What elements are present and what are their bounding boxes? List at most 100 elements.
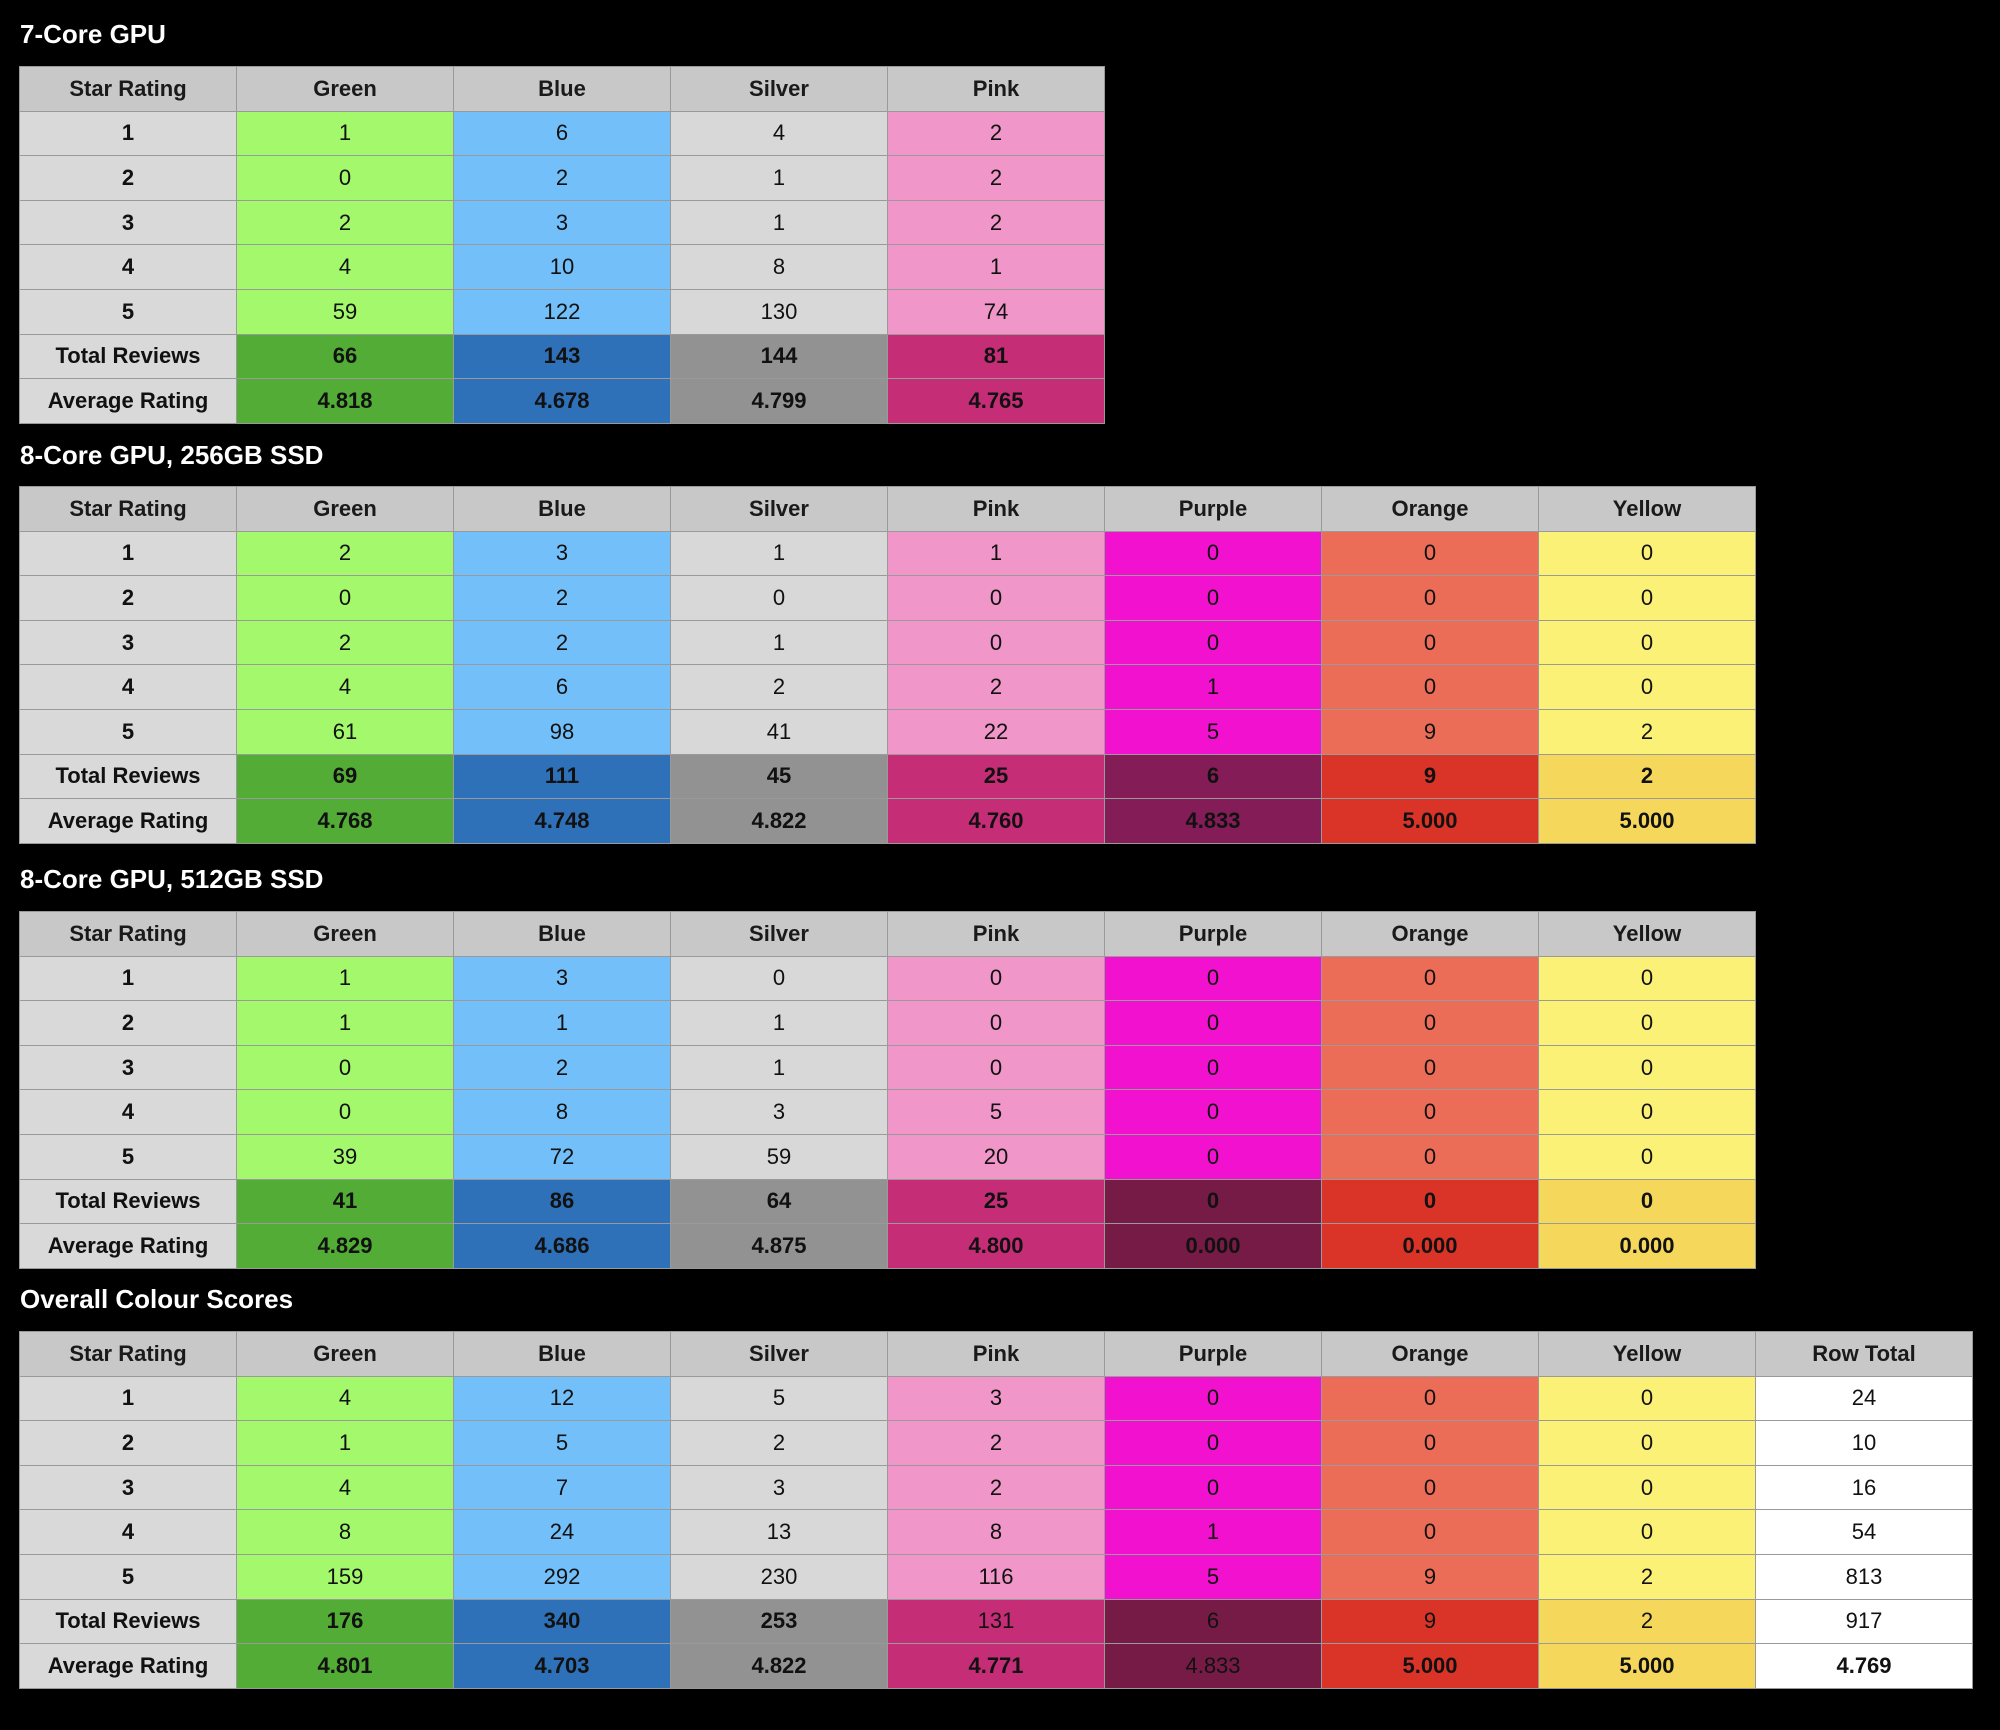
- cell-blue: 2: [453, 619, 671, 666]
- cell-yellow: 0: [1538, 1000, 1756, 1046]
- header-row: Star Rating Green Blue Silver Pink Purple Oran…: [19, 486, 1756, 532]
- column-header-blue: Blue: [453, 1331, 671, 1377]
- table-overall-colour-scores: Star Rating Green Blue Silver Pink Purple Oran…: [19, 1331, 1973, 1689]
- cell-blue: 111: [453, 753, 671, 800]
- row-label: 5: [19, 1553, 237, 1600]
- header-row: Star Rating Green Blue Silver Pink: [19, 66, 1105, 112]
- cell-silver: 130: [670, 288, 888, 335]
- row-label: 2: [19, 1420, 237, 1466]
- column-header-star-rating: Star Rating: [19, 66, 237, 112]
- column-header-pink: Pink: [887, 486, 1105, 532]
- total-reviews-row: Total Reviews 41 86 64 25 0 0 0: [19, 1178, 1756, 1225]
- row-label: 5: [19, 288, 237, 335]
- cell-purple: 6: [1104, 753, 1322, 800]
- cell-purple: 0: [1104, 1089, 1322, 1135]
- cell-blue: 2: [453, 575, 671, 621]
- cell-silver: 64: [670, 1178, 888, 1225]
- cell-row-total: 917: [1755, 1598, 1973, 1645]
- column-header-star-rating: Star Rating: [19, 486, 237, 532]
- cell-silver: 1: [670, 1000, 888, 1046]
- cell-silver: 4.799: [670, 378, 888, 424]
- row-label: 5: [19, 708, 237, 755]
- cell-blue: 4.703: [453, 1643, 671, 1689]
- cell-orange: 0: [1321, 575, 1539, 621]
- cell-purple: 4.833: [1104, 1643, 1322, 1689]
- cell-pink: 0: [887, 575, 1105, 621]
- cell-yellow: 0: [1538, 1464, 1756, 1511]
- cell-pink: 2: [887, 1464, 1105, 1511]
- cell-blue: 10: [453, 244, 671, 290]
- cell-silver: 1: [670, 1044, 888, 1091]
- average-rating-row: Average Rating 4.818 4.678 4.799 4.765: [19, 378, 1105, 424]
- column-header-star-rating: Star Rating: [19, 1331, 237, 1377]
- cell-blue: 6: [453, 110, 671, 157]
- cell-purple: 0: [1104, 1000, 1322, 1046]
- column-header-orange: Orange: [1321, 1331, 1539, 1377]
- row-label: 1: [19, 955, 237, 1002]
- column-header-star-rating: Star Rating: [19, 911, 237, 957]
- cell-silver: 4.875: [670, 1223, 888, 1269]
- cell-purple: 0: [1104, 1044, 1322, 1091]
- cell-yellow: 0: [1538, 1044, 1756, 1091]
- cell-pink: 0: [887, 955, 1105, 1002]
- row-label: 1: [19, 110, 237, 157]
- column-header-purple: Purple: [1104, 1331, 1322, 1377]
- cell-silver: 144: [670, 333, 888, 380]
- cell-pink: 81: [887, 333, 1105, 380]
- cell-pink: 1: [887, 244, 1105, 290]
- cell-blue: 1: [453, 1000, 671, 1046]
- cell-yellow: 0.000: [1538, 1223, 1756, 1269]
- cell-green: 69: [236, 753, 454, 800]
- cell-pink: 2: [887, 199, 1105, 246]
- cell-blue: 24: [453, 1509, 671, 1555]
- cell-orange: 5.000: [1321, 798, 1539, 844]
- cell-green: 66: [236, 333, 454, 380]
- cell-pink: 2: [887, 1420, 1105, 1466]
- star-row: 5 159 292 230 116 5 9 2 813: [19, 1553, 1973, 1600]
- row-label: 4: [19, 1509, 237, 1555]
- star-row: 5 61 98 41 22 5 9 2: [19, 708, 1756, 755]
- cell-green: 2: [236, 530, 454, 577]
- row-label: 1: [19, 530, 237, 577]
- cell-row-total: 4.769: [1755, 1643, 1973, 1689]
- cell-yellow: 0: [1538, 619, 1756, 666]
- cell-purple: 0: [1104, 575, 1322, 621]
- cell-row-total: 813: [1755, 1553, 1973, 1600]
- cell-green: 4: [236, 664, 454, 710]
- cell-silver: 3: [670, 1464, 888, 1511]
- cell-green: 0: [236, 575, 454, 621]
- cell-yellow: 0: [1538, 1133, 1756, 1180]
- star-row: 3 4 7 3 2 0 0 0 16: [19, 1464, 1973, 1511]
- star-row: 5 39 72 59 20 0 0 0: [19, 1133, 1756, 1180]
- cell-yellow: 0: [1538, 1375, 1756, 1422]
- row-label: 4: [19, 1089, 237, 1135]
- cell-green: 4.818: [236, 378, 454, 424]
- row-label: 3: [19, 1464, 237, 1511]
- cell-pink: 3: [887, 1375, 1105, 1422]
- column-header-silver: Silver: [670, 486, 888, 532]
- cell-yellow: 5.000: [1538, 1643, 1756, 1689]
- cell-blue: 3: [453, 199, 671, 246]
- cell-pink: 0: [887, 619, 1105, 666]
- cell-yellow: 2: [1538, 1553, 1756, 1600]
- cell-orange: 0: [1321, 1464, 1539, 1511]
- cell-purple: 1: [1104, 664, 1322, 710]
- cell-green: 4: [236, 1464, 454, 1511]
- cell-pink: 4.800: [887, 1223, 1105, 1269]
- header-row: Star Rating Green Blue Silver Pink Purple Oran…: [19, 1331, 1973, 1377]
- column-header-silver: Silver: [670, 911, 888, 957]
- table-8-core-512gb: Star Rating Green Blue Silver Pink Purple Oran…: [19, 911, 1756, 1269]
- row-label: 1: [19, 1375, 237, 1422]
- cell-orange: 0: [1321, 664, 1539, 710]
- cell-orange: 0: [1321, 1133, 1539, 1180]
- cell-blue: 7: [453, 1464, 671, 1511]
- cell-orange: 0: [1321, 1420, 1539, 1466]
- cell-blue: 292: [453, 1553, 671, 1600]
- cell-blue: 6: [453, 664, 671, 710]
- cell-blue: 86: [453, 1178, 671, 1225]
